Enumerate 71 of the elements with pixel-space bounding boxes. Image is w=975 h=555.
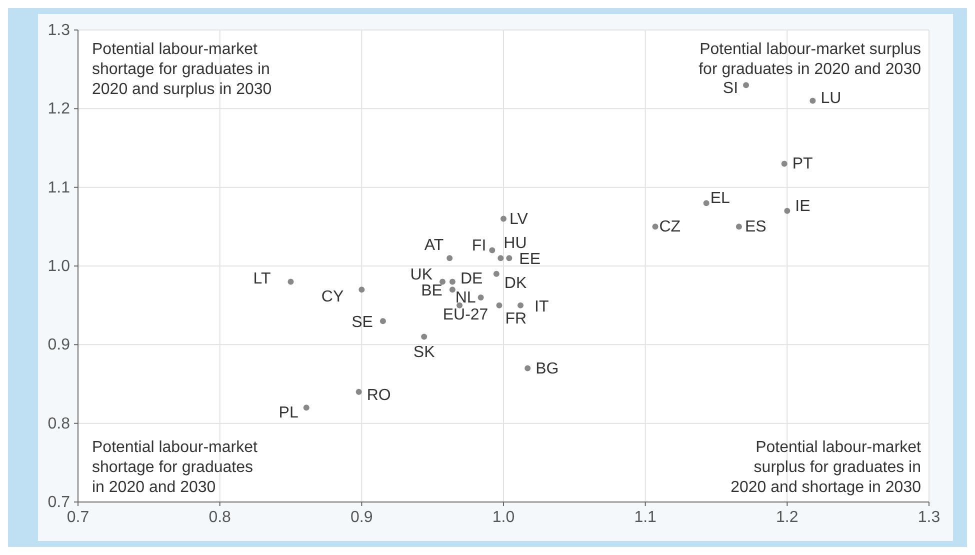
point: [356, 388, 362, 395]
x-tick-label: 1.1: [634, 509, 657, 526]
annotation: SE: [352, 314, 373, 332]
annotation: CZ: [659, 218, 681, 236]
annotation: LU: [820, 90, 842, 107]
point: [506, 255, 512, 262]
annotation: EE: [519, 251, 541, 268]
y-tick-label: 1.3: [48, 22, 70, 39]
annotation: BG: [536, 360, 559, 378]
point: [743, 82, 750, 88]
point: [518, 302, 524, 308]
y-tick-label: 1.1: [48, 179, 70, 196]
y-tick-label: 0.8: [48, 415, 70, 432]
annotation: BE: [421, 282, 442, 300]
annotation: EU-27: [442, 306, 488, 324]
x-tick-label: 0.9: [350, 509, 373, 526]
y-tick-label: 1.0: [48, 258, 70, 275]
annotation: NL: [455, 289, 476, 306]
y-tick-label: 0.9: [48, 336, 70, 354]
annotation: ES: [744, 218, 766, 236]
annotation: CY: [321, 288, 344, 306]
annotation: DE: [460, 270, 483, 288]
annotation: FR: [505, 310, 527, 328]
point: [421, 334, 428, 340]
annotation: SI: [722, 80, 738, 98]
annotation: PT: [792, 156, 813, 173]
point: [380, 318, 386, 324]
annotation: Potential labour-market surplus for graduates in 2020 and 2030: [698, 41, 922, 78]
annotation: DK: [504, 274, 527, 292]
annotation: Potential labour-market shortage for graduates in 2020 and 2030: [92, 439, 258, 496]
annotation: EL: [710, 190, 730, 208]
point: [781, 160, 788, 167]
point: [784, 208, 790, 214]
annotation: LT: [253, 270, 271, 288]
point: [736, 224, 742, 230]
point: [449, 286, 456, 293]
annotation: Potential labour-market shortage for graduates in 2020 and surplus in 2030: [92, 41, 272, 98]
point: [810, 98, 816, 104]
annotation: SK: [413, 344, 436, 361]
point: [288, 278, 294, 285]
x-tick-label: 0.8: [208, 509, 232, 526]
annotation: UK: [410, 266, 433, 284]
annotation: HU: [504, 235, 527, 252]
annotation: LV: [510, 210, 528, 228]
point: [524, 365, 531, 372]
x-tick-label: 1.3: [918, 509, 940, 526]
point: [500, 216, 506, 222]
x-tick-label: 1.0: [492, 509, 515, 526]
annotation: IT: [534, 298, 549, 316]
annotation: PL: [278, 404, 298, 422]
point: [652, 224, 658, 230]
x-tick-label: 1.2: [776, 509, 798, 526]
annotation: AT: [424, 237, 444, 254]
point: [489, 247, 496, 254]
point: [493, 270, 500, 277]
point: [496, 302, 502, 308]
annotation: RO: [366, 386, 391, 404]
point: [440, 278, 446, 285]
annotation: FI: [472, 237, 486, 254]
point: [703, 200, 710, 206]
point: [358, 286, 365, 293]
annotation: IE: [795, 198, 810, 215]
y-tick-label: 1.2: [48, 100, 70, 118]
point: [303, 404, 310, 411]
y-tick-label: 0.7: [48, 494, 70, 511]
point: [498, 255, 504, 262]
x-tick-label: 0.7: [66, 509, 90, 526]
point: [449, 278, 456, 285]
annotation: Potential labour-market surplus for graduates in 2020 and shortage in 2030: [730, 439, 922, 496]
point: [478, 294, 484, 300]
point: [446, 255, 453, 262]
